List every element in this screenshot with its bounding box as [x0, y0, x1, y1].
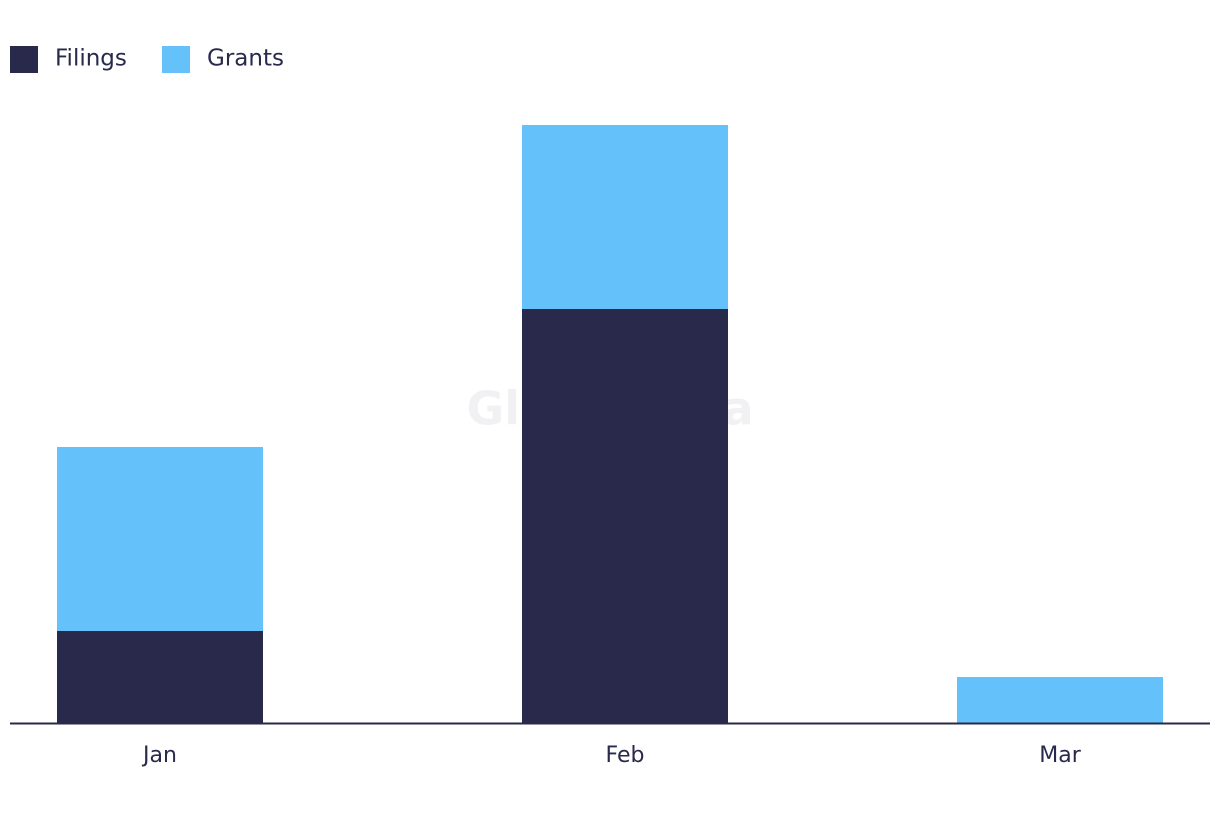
bar-segment [57, 447, 263, 631]
bar-segment [57, 631, 263, 723]
legend-swatch [10, 46, 38, 73]
bar-segment [522, 309, 728, 723]
bar-segment [522, 125, 728, 309]
x-tick-label: Jan [141, 743, 177, 768]
legend-swatch [162, 46, 190, 73]
x-tick-label: Mar [1039, 743, 1081, 768]
legend-label: Filings [55, 46, 127, 72]
legend-label: Grants [207, 46, 284, 72]
bar-segment [957, 677, 1163, 723]
x-tick-label: Feb [606, 743, 645, 768]
